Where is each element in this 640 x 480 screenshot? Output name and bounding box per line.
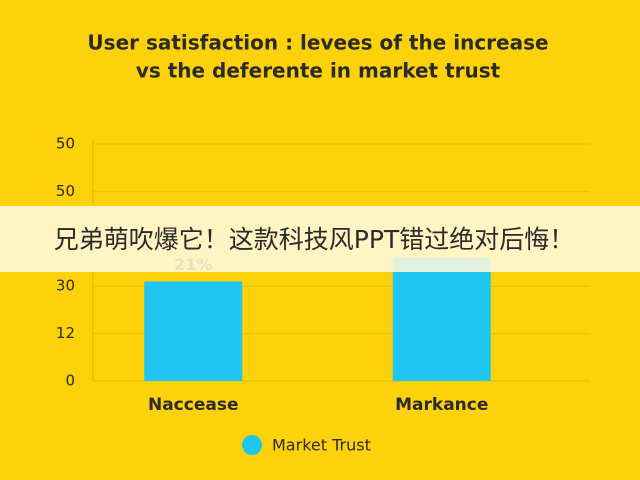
y-tick-label: 50 [56,182,75,200]
y-tick-label: 50 [56,135,75,153]
legend-label: Market Trust [272,436,371,455]
bar [392,257,491,381]
y-tick-label: 12 [56,324,75,342]
x-tick-label: Markance [395,395,488,415]
x-tick-label: Naccease [148,395,239,415]
banner-text: 兄弟萌吹爆它！这款科技风PPT错过绝对后悔！ [54,225,574,254]
y-tick-label: 30 [56,277,75,295]
legend-swatch [242,435,262,455]
banner: 兄弟萌吹爆它！这款科技风PPT错过绝对后悔！ [0,206,640,272]
banner-background [0,206,640,272]
y-tick-label: 0 [65,372,75,390]
chart-title: User satisfaction : levees of the increa… [87,31,548,55]
bar [144,281,243,381]
chart-title: vs the deferente in market trust [136,59,501,83]
